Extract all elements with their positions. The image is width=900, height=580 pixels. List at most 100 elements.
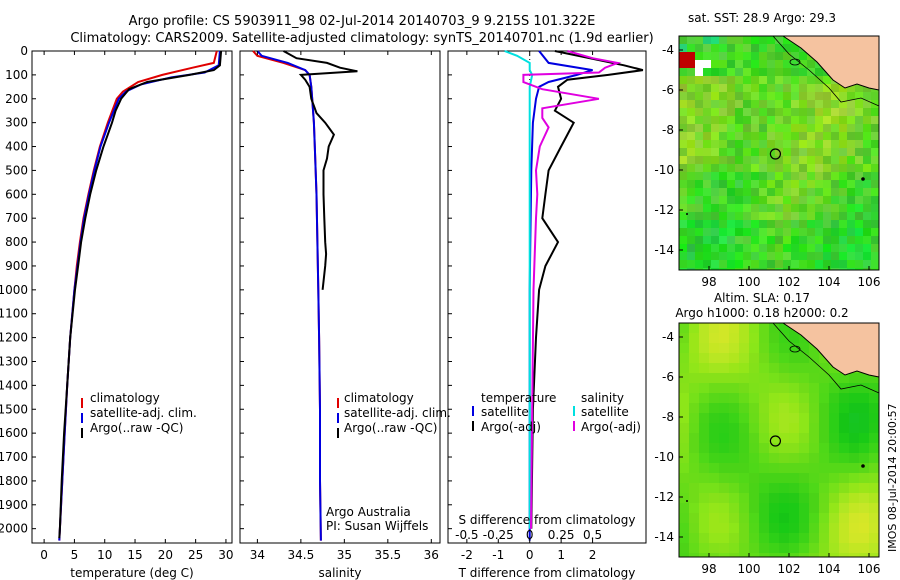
map-cell: [767, 36, 776, 45]
map-cell: [759, 52, 768, 61]
series-line-argo-raw-qc: [58, 50, 223, 539]
map-cell: [679, 433, 690, 444]
map-cell: [847, 164, 856, 173]
map-cell: [809, 453, 820, 464]
map-cell: [767, 172, 776, 181]
map-cell: [799, 473, 810, 484]
map-cell: [829, 383, 840, 394]
map-cell: [775, 156, 784, 165]
map-cell: [743, 196, 752, 205]
map-cell: [815, 156, 824, 165]
map-cell: [775, 196, 784, 205]
map-cell: [789, 513, 800, 524]
map-cell: [749, 413, 760, 424]
map-cell: [687, 164, 696, 173]
map-cell: [847, 156, 856, 165]
map-cell: [759, 132, 768, 141]
map-cell: [823, 244, 832, 253]
sla-map-subtitle: Argo h1000: 0.18 h2000: 0.2: [675, 306, 848, 320]
map-cell: [679, 220, 688, 229]
map-cell: [855, 132, 864, 141]
map-cell: [679, 132, 688, 141]
ytick-label: 100: [5, 68, 28, 82]
map-cell: [839, 373, 850, 384]
map-cell: [791, 252, 800, 261]
header-title-line2: Climatology: CARS2009. Satellite-adjuste…: [70, 31, 653, 46]
map-cell: [719, 483, 730, 494]
map-xtick-label: 106: [858, 562, 881, 576]
map-cell: [719, 513, 730, 524]
map-cell: [809, 353, 820, 364]
diff-legend-label-sargo: Argo(-adj): [581, 420, 641, 434]
map-cell: [735, 204, 744, 213]
map-cell: [679, 148, 688, 157]
map-cell: [719, 244, 728, 253]
map-cell: [727, 100, 736, 109]
map-cell: [859, 533, 870, 544]
map-cell: [855, 116, 864, 125]
map-cell: [869, 373, 880, 384]
diff-legend-label-tsat: satellite: [481, 405, 529, 419]
map-cell: [775, 124, 784, 133]
map-cell: [727, 180, 736, 189]
map-cell: [791, 92, 800, 101]
map-cell: [855, 236, 864, 245]
map-cell: [863, 92, 872, 101]
map-cell: [799, 463, 810, 474]
map-cell: [829, 433, 840, 444]
map-cell: [767, 196, 776, 205]
map-cell: [727, 140, 736, 149]
sla-map-panel: 98 100 102 104 106 -4 -6 -8 -10 -12 -14: [654, 322, 881, 576]
map-cell: [807, 172, 816, 181]
map-cell: [767, 268, 776, 271]
map-cell: [735, 116, 744, 125]
map-cell: [689, 493, 700, 504]
map-cell: [819, 463, 830, 474]
map-cell: [687, 36, 696, 45]
map-cell: [735, 212, 744, 221]
map-cell: [719, 423, 730, 434]
map-cell: [709, 353, 720, 364]
map-cell: [871, 92, 880, 101]
map-cell: [789, 483, 800, 494]
map-cell: [783, 100, 792, 109]
map-cell: [779, 323, 790, 334]
map-cell: [769, 533, 780, 544]
map-cell: [819, 453, 830, 464]
map-cell: [689, 393, 700, 404]
map-cell: [709, 413, 720, 424]
map-cell: [743, 36, 752, 45]
map-cell: [823, 100, 832, 109]
map-cell: [709, 533, 720, 544]
map-cell: [703, 236, 712, 245]
map-cell: [759, 373, 770, 384]
map-cell: [679, 463, 690, 474]
ytick-label: 1400: [0, 378, 28, 392]
map-cell: [775, 252, 784, 261]
map-cell: [831, 84, 840, 93]
map-cell: [807, 60, 816, 69]
map-cell: [711, 84, 720, 93]
map-cell: [869, 383, 880, 394]
map-cell: [759, 393, 770, 404]
map-cell: [749, 383, 760, 394]
ytick-label: 0: [20, 44, 28, 58]
map-cell: [847, 220, 856, 229]
map-cell: [839, 188, 848, 197]
map-cell: [823, 228, 832, 237]
map-cell: [735, 68, 744, 77]
map-cell: [687, 100, 696, 109]
map-cell: [789, 363, 800, 374]
map-cell: [799, 164, 808, 173]
map-cell: [711, 236, 720, 245]
map-cell: [809, 513, 820, 524]
map-cell: [699, 443, 710, 454]
map-cell: [703, 252, 712, 261]
map-cell: [815, 236, 824, 245]
map-cell: [735, 140, 744, 149]
map-cell: [871, 236, 880, 245]
map-cell: [739, 433, 750, 444]
map-cell: [779, 553, 790, 558]
map-cell: [759, 333, 770, 344]
map-cell: [829, 503, 840, 514]
